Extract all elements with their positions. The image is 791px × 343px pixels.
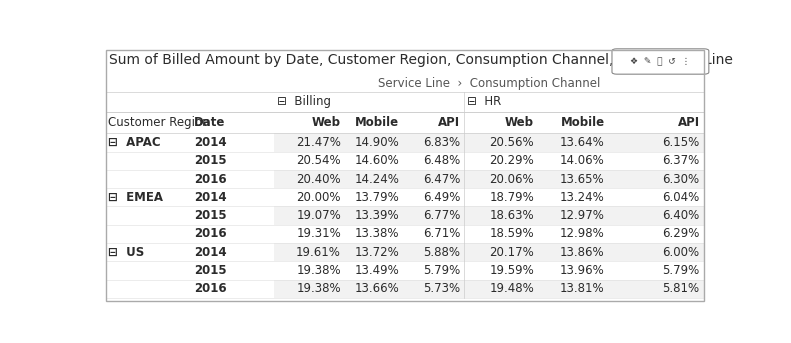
Text: 12.97%: 12.97%	[560, 209, 604, 222]
Text: 6.00%: 6.00%	[663, 246, 700, 259]
Bar	[274, 206, 704, 225]
Text: 2016: 2016	[194, 227, 226, 240]
Text: 20.29%: 20.29%	[490, 154, 534, 167]
Text: 13.65%: 13.65%	[560, 173, 604, 186]
Text: ❖  ✎  ⤢  ↺  ⋮: ❖ ✎ ⤢ ↺ ⋮	[630, 57, 691, 66]
Text: 6.48%: 6.48%	[423, 154, 460, 167]
Text: 20.54%: 20.54%	[297, 154, 341, 167]
Text: 20.06%: 20.06%	[490, 173, 534, 186]
Text: 2014: 2014	[194, 191, 226, 204]
Text: 20.17%: 20.17%	[490, 246, 534, 259]
Text: 5.81%: 5.81%	[663, 282, 700, 295]
Text: 19.38%: 19.38%	[297, 264, 341, 277]
Text: 6.40%: 6.40%	[662, 209, 700, 222]
Text: 19.59%: 19.59%	[490, 264, 534, 277]
Text: 2014: 2014	[194, 246, 226, 259]
Text: 18.63%: 18.63%	[490, 209, 534, 222]
Text: 2016: 2016	[194, 173, 226, 186]
Text: 2014: 2014	[194, 136, 226, 149]
Text: 13.64%: 13.64%	[560, 136, 604, 149]
Text: 6.37%: 6.37%	[662, 154, 700, 167]
Text: 6.30%: 6.30%	[663, 173, 700, 186]
Text: 2015: 2015	[194, 154, 226, 167]
Text: ⊟  APAC: ⊟ APAC	[108, 136, 161, 149]
Text: 14.06%: 14.06%	[560, 154, 604, 167]
Text: API: API	[438, 116, 460, 129]
Bar	[274, 225, 704, 243]
Text: Mobile: Mobile	[355, 116, 399, 129]
Text: Web: Web	[505, 116, 534, 129]
Text: 19.07%: 19.07%	[297, 209, 341, 222]
Bar	[274, 243, 704, 261]
Bar	[274, 188, 704, 206]
Bar	[274, 152, 704, 170]
Text: 6.29%: 6.29%	[662, 227, 700, 240]
FancyBboxPatch shape	[612, 49, 709, 74]
Text: 13.49%: 13.49%	[354, 264, 399, 277]
Text: Service Line  ›  Consumption Channel: Service Line › Consumption Channel	[377, 77, 600, 90]
Text: ⊟  US: ⊟ US	[108, 246, 144, 259]
Text: 5.73%: 5.73%	[423, 282, 460, 295]
Text: 21.47%: 21.47%	[296, 136, 341, 149]
Text: 19.48%: 19.48%	[490, 282, 534, 295]
Text: Date: Date	[194, 116, 225, 129]
Text: 19.61%: 19.61%	[296, 246, 341, 259]
Text: 13.39%: 13.39%	[354, 209, 399, 222]
Text: 5.88%: 5.88%	[423, 246, 460, 259]
Text: 13.38%: 13.38%	[354, 227, 399, 240]
Text: 2015: 2015	[194, 264, 226, 277]
Text: 13.72%: 13.72%	[354, 246, 399, 259]
Text: ⊟  EMEA: ⊟ EMEA	[108, 191, 163, 204]
Text: 6.71%: 6.71%	[423, 227, 460, 240]
Text: 19.38%: 19.38%	[297, 282, 341, 295]
Text: 5.79%: 5.79%	[662, 264, 700, 277]
Text: 13.81%: 13.81%	[560, 282, 604, 295]
Text: 13.24%: 13.24%	[560, 191, 604, 204]
Text: 20.40%: 20.40%	[297, 173, 341, 186]
Text: 18.79%: 18.79%	[490, 191, 534, 204]
Text: 6.04%: 6.04%	[662, 191, 700, 204]
Text: 19.31%: 19.31%	[297, 227, 341, 240]
Text: ⊟  Billing: ⊟ Billing	[277, 95, 331, 108]
Text: 14.24%: 14.24%	[354, 173, 399, 186]
Bar	[274, 133, 704, 152]
Text: 18.59%: 18.59%	[490, 227, 534, 240]
Text: 13.79%: 13.79%	[354, 191, 399, 204]
Bar	[274, 280, 704, 298]
Text: 13.66%: 13.66%	[354, 282, 399, 295]
Text: 6.47%: 6.47%	[423, 173, 460, 186]
Text: 6.77%: 6.77%	[423, 209, 460, 222]
Text: 6.83%: 6.83%	[423, 136, 460, 149]
Text: Sum of Billed Amount by Date, Customer Region, Consumption Channel, and Service : Sum of Billed Amount by Date, Customer R…	[109, 53, 733, 67]
Text: 14.60%: 14.60%	[354, 154, 399, 167]
Text: ⊟  HR: ⊟ HR	[467, 95, 501, 108]
Text: 2016: 2016	[194, 282, 226, 295]
Text: 13.86%: 13.86%	[560, 246, 604, 259]
Text: 2015: 2015	[194, 209, 226, 222]
Text: Customer Region: Customer Region	[108, 116, 210, 129]
Text: Web: Web	[312, 116, 341, 129]
Text: 12.98%: 12.98%	[560, 227, 604, 240]
Bar	[274, 170, 704, 188]
Text: 6.15%: 6.15%	[662, 136, 700, 149]
Text: API: API	[678, 116, 700, 129]
Text: 13.96%: 13.96%	[560, 264, 604, 277]
Text: 20.56%: 20.56%	[490, 136, 534, 149]
Text: 6.49%: 6.49%	[423, 191, 460, 204]
Text: 5.79%: 5.79%	[423, 264, 460, 277]
Text: 20.00%: 20.00%	[297, 191, 341, 204]
Bar	[274, 261, 704, 280]
Text: 14.90%: 14.90%	[354, 136, 399, 149]
Text: Mobile: Mobile	[561, 116, 604, 129]
